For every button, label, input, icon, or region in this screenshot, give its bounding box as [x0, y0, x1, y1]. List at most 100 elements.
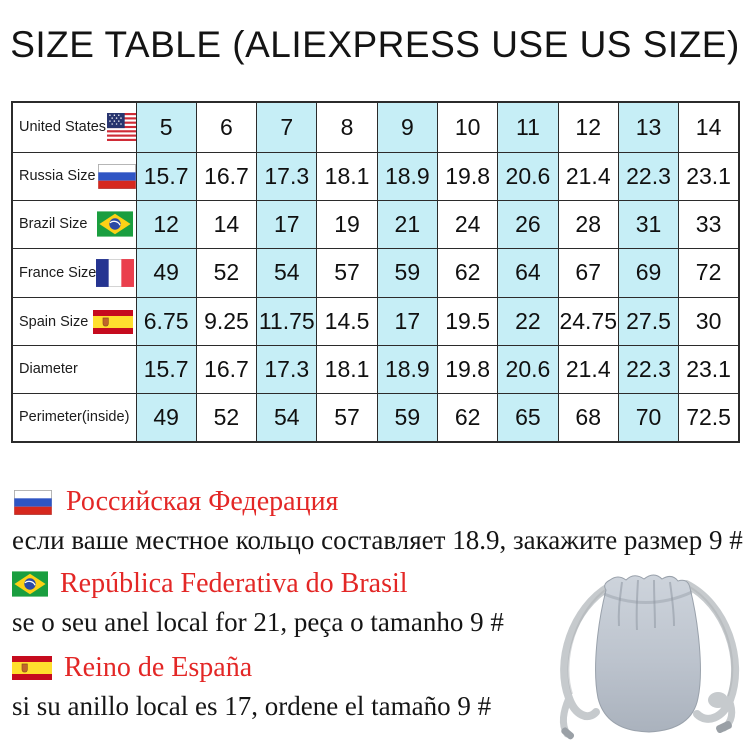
row-label: France Size	[19, 264, 97, 281]
section-spain-note: si su anillo local es 17, ordene el tama…	[12, 691, 492, 721]
size-cell: 21.4	[557, 151, 619, 201]
table-row: Spain Size 6.75 9.25 11.75 14.5 17 19.5 22 24.75…	[11, 297, 740, 346]
size-cell: 5	[135, 101, 197, 153]
size-cell: 28	[557, 199, 619, 249]
size-cell: 23.1	[678, 151, 740, 201]
size-cell: 22.3	[617, 344, 680, 394]
section-russia-header: Российская Федерация	[12, 486, 743, 518]
table-row: United States 5 6 7 8 9 10 11 12 13 14	[11, 101, 740, 153]
table-row: Brazil Size 12 14 17 19 21 24 26 28 31 33	[11, 199, 740, 249]
row-label-cell: Spain Size	[11, 297, 137, 346]
size-cell: 17.3	[256, 151, 318, 201]
section-brazil-title: República Federativa do Brasil	[60, 568, 408, 599]
section-brazil-header: República Federativa do Brasil	[12, 568, 504, 600]
es-flag-icon	[92, 309, 133, 334]
size-cell: 69	[617, 247, 680, 299]
size-cell: 30	[678, 297, 740, 346]
table-row: Perimeter(inside) 49 52 54 57 59 62 65 68 70 72.5	[11, 392, 740, 443]
size-cell: 15.7	[135, 344, 197, 394]
size-cell: 49	[135, 392, 197, 443]
section-russia-title: Российская Федерация	[66, 486, 339, 517]
size-cell: 20.6	[497, 151, 559, 201]
size-cell: 57	[316, 247, 378, 299]
size-cell: 19.5	[436, 297, 499, 346]
row-label-cell: Russia Size	[11, 151, 137, 201]
size-cell: 14	[678, 101, 740, 153]
drawstring-pouch-image	[559, 574, 740, 740]
size-cell: 9	[376, 101, 438, 153]
size-cell: 18.1	[316, 151, 378, 201]
size-cell: 10	[436, 101, 499, 153]
section-spain-title: Reino de España	[64, 652, 253, 683]
row-label-cell: Diameter	[11, 344, 137, 394]
size-cell: 27.5	[617, 297, 680, 346]
size-cell: 19	[316, 199, 378, 249]
size-cell: 18.1	[316, 344, 378, 394]
row-label-cell: United States	[11, 101, 137, 153]
size-cell: 33	[678, 199, 740, 249]
size-cell: 17	[256, 199, 318, 249]
row-label-cell: France Size	[11, 247, 137, 299]
section-russia: Российская Федерация если ваше местное к…	[12, 486, 743, 556]
size-cell: 14	[195, 199, 258, 249]
fr-flag-icon	[96, 258, 135, 287]
size-cell: 8	[316, 101, 378, 153]
size-cell: 21.4	[557, 344, 619, 394]
size-cell: 23.1	[678, 344, 740, 394]
row-label: Russia Size	[19, 168, 96, 185]
size-cell: 15.7	[135, 151, 197, 201]
section-spain: Reino de España si su anillo local es 17…	[12, 652, 491, 722]
size-cell: 20.6	[497, 344, 559, 394]
size-cell: 65	[497, 392, 559, 443]
size-cell: 62	[436, 247, 499, 299]
row-label-cell: Brazil Size	[11, 199, 137, 249]
size-cell: 18.9	[376, 344, 438, 394]
size-cell: 57	[316, 392, 378, 443]
size-cell: 72	[678, 247, 740, 299]
size-cell: 12	[135, 199, 197, 249]
row-label-cell: Perimeter(inside)	[11, 392, 137, 443]
size-cell: 13	[617, 101, 680, 153]
size-cell: 70	[617, 392, 680, 443]
brazil-flag-icon	[12, 571, 48, 597]
size-cell: 67	[557, 247, 619, 299]
size-cell: 24	[436, 199, 499, 249]
section-russia-note: если ваше местное кольцо составляет 18.9…	[12, 525, 743, 555]
size-cell: 22.3	[617, 151, 680, 201]
size-cell: 54	[256, 392, 318, 443]
size-conversion-table: United States 5 6 7 8 9 10 11 12 13 14 Russia Size 1…	[11, 101, 740, 443]
size-cell: 14.5	[316, 297, 378, 346]
size-cell: 22	[497, 297, 559, 346]
size-cell: 7	[256, 101, 318, 153]
size-cell: 62	[436, 392, 499, 443]
section-brazil-note: se o seu anel local for 21, peça o taman…	[12, 607, 504, 637]
size-cell: 31	[617, 199, 680, 249]
spain-flag-icon	[12, 656, 52, 680]
size-cell: 6.75	[135, 297, 197, 346]
size-cell: 26	[497, 199, 559, 249]
size-cell: 9.25	[195, 297, 258, 346]
size-cell: 21	[376, 199, 438, 249]
size-cell: 11	[497, 101, 559, 153]
size-cell: 49	[135, 247, 197, 299]
size-cell: 12	[557, 101, 619, 153]
row-label: Brazil Size	[19, 216, 88, 233]
size-cell: 19.8	[436, 344, 499, 394]
size-cell: 18.9	[376, 151, 438, 201]
row-label: Diameter	[19, 361, 78, 378]
size-cell: 72.5	[678, 392, 740, 443]
section-spain-header: Reino de España	[12, 652, 491, 684]
ru-flag-icon	[96, 163, 135, 189]
size-cell: 17	[376, 297, 438, 346]
size-cell: 68	[557, 392, 619, 443]
br-flag-icon	[96, 211, 133, 237]
size-cell: 52	[195, 392, 258, 443]
size-cell: 59	[376, 247, 438, 299]
page-title: SIZE TABLE (ALIEXPRESS USE US SIZE)	[10, 24, 740, 65]
size-cell: 16.7	[195, 151, 258, 201]
size-cell: 17.3	[256, 344, 318, 394]
table-row: Diameter 15.7 16.7 17.3 18.1 18.9 19.8 20.6 21.4…	[11, 344, 740, 394]
table-row: France Size 49 52 54 57 59 62 64 67 69 72	[11, 247, 740, 299]
size-cell: 6	[195, 101, 258, 153]
